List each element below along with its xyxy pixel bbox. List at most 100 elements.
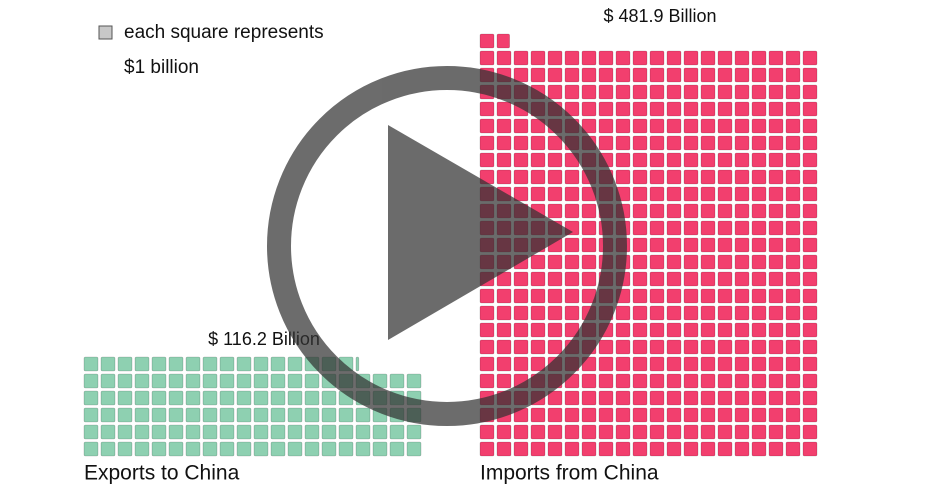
square (530, 169, 546, 185)
square (406, 424, 422, 440)
square (513, 135, 529, 151)
square (802, 441, 818, 457)
square (219, 424, 235, 440)
square (389, 424, 405, 440)
square (287, 424, 303, 440)
square (666, 407, 682, 423)
square (479, 339, 495, 355)
square (649, 339, 665, 355)
square (802, 424, 818, 440)
square (683, 441, 699, 457)
square (530, 322, 546, 338)
square (151, 407, 167, 423)
square (649, 271, 665, 287)
square (304, 424, 320, 440)
square (321, 390, 337, 406)
square (530, 135, 546, 151)
square (683, 288, 699, 304)
square (717, 373, 733, 389)
square (202, 373, 218, 389)
square (700, 152, 716, 168)
square (683, 407, 699, 423)
square (355, 441, 371, 457)
square (598, 135, 614, 151)
square (530, 254, 546, 270)
play-button[interactable] (267, 66, 627, 426)
square (717, 407, 733, 423)
square (632, 186, 648, 202)
square (734, 220, 750, 236)
square (717, 356, 733, 372)
square (83, 441, 99, 457)
square (802, 322, 818, 338)
square (496, 118, 512, 134)
square (649, 322, 665, 338)
square (734, 84, 750, 100)
square (547, 186, 563, 202)
square (717, 339, 733, 355)
square (768, 441, 784, 457)
square (117, 373, 133, 389)
square (717, 237, 733, 253)
square (355, 356, 360, 372)
square (479, 441, 495, 457)
square (304, 390, 320, 406)
square (496, 135, 512, 151)
play-ring[interactable] (267, 66, 627, 426)
square (751, 237, 767, 253)
square (83, 424, 99, 440)
square (253, 356, 269, 372)
square (649, 424, 665, 440)
square (768, 118, 784, 134)
square (134, 424, 150, 440)
square (581, 67, 597, 83)
square (270, 441, 286, 457)
square (700, 118, 716, 134)
square (768, 288, 784, 304)
square (479, 356, 495, 372)
square (615, 118, 631, 134)
square (717, 322, 733, 338)
square (513, 169, 529, 185)
square (802, 373, 818, 389)
square (615, 169, 631, 185)
square (666, 356, 682, 372)
square (802, 305, 818, 321)
square (236, 390, 252, 406)
square (683, 152, 699, 168)
square (185, 356, 201, 372)
square (496, 50, 512, 66)
square (496, 424, 512, 440)
square (547, 67, 563, 83)
square (683, 84, 699, 100)
square (564, 254, 580, 270)
square (513, 152, 529, 168)
square (389, 441, 405, 457)
value-label: $ 481.9 Billion (603, 6, 716, 26)
square (751, 271, 767, 287)
square (751, 339, 767, 355)
square (134, 390, 150, 406)
square (717, 50, 733, 66)
square (768, 373, 784, 389)
square (479, 373, 495, 389)
square (768, 424, 784, 440)
square (496, 373, 512, 389)
square (700, 407, 716, 423)
square (547, 271, 563, 287)
play-triangle[interactable] (388, 125, 573, 340)
square (785, 220, 801, 236)
square (751, 101, 767, 117)
square (479, 101, 495, 117)
square (100, 407, 116, 423)
square (479, 135, 495, 151)
square (304, 373, 320, 389)
square (717, 84, 733, 100)
square (581, 407, 597, 423)
square (287, 441, 303, 457)
square (581, 203, 597, 219)
square (547, 407, 563, 423)
square (100, 373, 116, 389)
square (270, 424, 286, 440)
square (683, 101, 699, 117)
